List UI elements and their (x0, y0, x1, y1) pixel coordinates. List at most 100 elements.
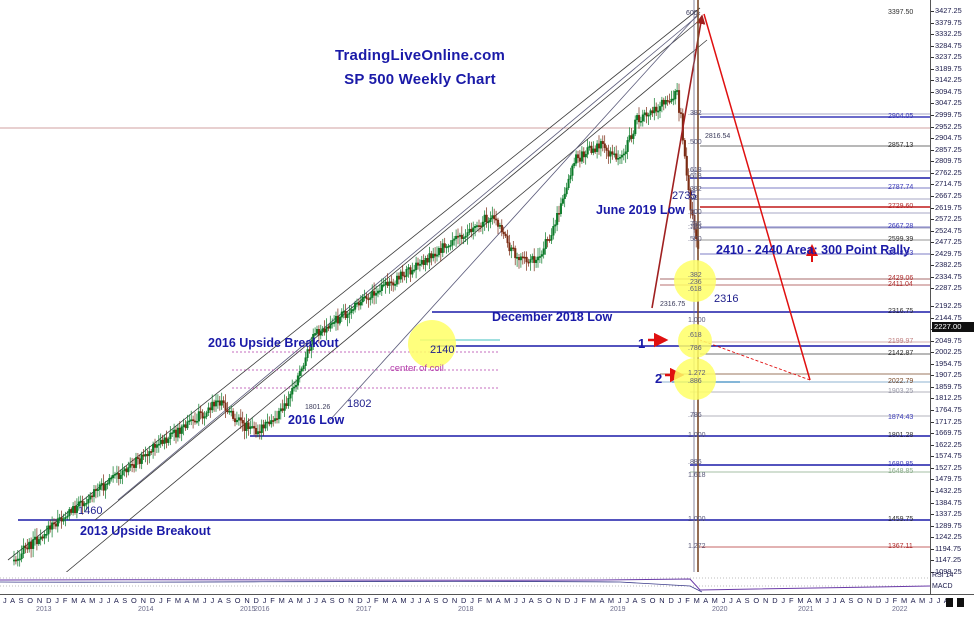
price-tick: 1764.75 (931, 405, 974, 416)
level-value-6: 2599.39 (888, 236, 914, 243)
price-tick: 2382.25 (931, 260, 974, 271)
price-tick: 3237.25 (931, 52, 974, 63)
fib-label-10: .618 (688, 332, 702, 339)
price-tick: 1194.75 (931, 544, 974, 555)
price-tick: 1384.75 (931, 498, 974, 509)
price-tick: 1717.25 (931, 417, 974, 428)
price-axis[interactable]: 3427.25 3379.75 3332.25 3284.75 3237.25 3189.… (930, 0, 974, 594)
legend-swatch-a (946, 598, 953, 607)
year-label-2015: 2015 (240, 606, 256, 613)
fib-label-8: .618 (688, 286, 702, 293)
fib-label-0: .382 (688, 110, 702, 117)
level-value-13: 2022.79 (888, 378, 914, 385)
annotation-value-2316-75: 2316.75 (660, 301, 686, 308)
annotation-value-1802: 1802 (347, 398, 372, 410)
price-tick: 3332.25 (931, 29, 974, 40)
chart-subtitle: SP 500 Weekly Chart (344, 71, 496, 88)
price-tick: 1289.75 (931, 521, 974, 532)
year-label-2017: 2017 (356, 606, 372, 613)
price-tick: 2144.75 (931, 313, 974, 324)
level-value-20: 1367.11 (888, 543, 913, 550)
fib-label-5: .500 (688, 236, 702, 243)
price-tick: 1479.75 (931, 474, 974, 485)
level-value-16: 1801.28 (888, 432, 914, 439)
annotation-value-2140: 2140 (430, 344, 455, 356)
annotation-marker-2: 2 (655, 371, 663, 386)
trend-channel (7, 7, 708, 594)
fib-label-9: 1.000 (688, 317, 706, 324)
annotation-value-1801-26: 1801.26 (305, 404, 331, 411)
year-label-2018: 2018 (458, 606, 474, 613)
indicator-label-box: RSI 14 MACD (930, 570, 974, 594)
annotation-value-1460: 1460 (78, 505, 103, 517)
current-price-badge: 2227.00 (932, 322, 974, 332)
site-title: TradingLiveOnline.com (334, 47, 506, 64)
level-value-14: 1903.25 (888, 388, 914, 395)
price-tick: 1099.25 (931, 567, 974, 578)
price-tick: 3142.25 (931, 75, 974, 86)
annotation-june-2019-low: June 2019 Low (596, 203, 685, 217)
level-value-4: 2729.60 (888, 203, 914, 210)
price-tick: 1574.75 (931, 451, 974, 462)
annotation-value-600: 600 (686, 10, 698, 17)
annotation-value-2316: 2316 (714, 293, 739, 305)
price-tick: 1812.25 (931, 393, 974, 404)
month-tick-row: J A S O N D J F M A M J J A S O N D J F … (3, 596, 950, 605)
price-tick: 2904.75 (931, 133, 974, 144)
price-tick: 1954.75 (931, 359, 974, 370)
rsi-label: RSI 14 (932, 572, 954, 579)
fib-label-18: 1.000 (688, 516, 706, 523)
price-tick: 2572.25 (931, 214, 974, 225)
price-tick: 2714.75 (931, 179, 974, 190)
fib-label-22: .500 (688, 209, 702, 216)
annotation-value-2816-54: 2816.54 (705, 133, 731, 140)
projection-rebound (699, 339, 811, 381)
price-tick: 3047.25 (931, 98, 974, 109)
price-tick: 2477.25 (931, 237, 974, 248)
level-value-15: 1874.43 (888, 414, 914, 421)
price-tick: 3427.25 (931, 6, 974, 17)
level-value-10: 2316.75 (888, 308, 914, 315)
level-value-3: 2787.74 (888, 184, 914, 191)
fib-label-6: .382 (688, 272, 702, 279)
level-value-9: 2411.04 (888, 281, 913, 288)
annotation-value-2735: 2735 (672, 190, 697, 202)
price-chart-plot[interactable]: TradingLiveOnline.com SP 500 Weekly Char… (0, 0, 930, 594)
fib-label-4: .786 (688, 221, 702, 228)
price-tick: 3094.75 (931, 87, 974, 98)
price-tick: 3284.75 (931, 41, 974, 52)
chart-vector-layer (0, 0, 930, 594)
year-label-2014: 2014 (138, 606, 154, 613)
year-label-2022: 2022 (892, 606, 908, 613)
price-tick: 1432.25 (931, 486, 974, 497)
price-tick: 2667.25 (931, 191, 974, 202)
fib-label-7: .236 (688, 279, 702, 286)
fib-label-19: 1.272 (688, 543, 706, 550)
annotation-december-2018-low: December 2018 Low (492, 310, 613, 324)
level-value-0: 3397.50 (888, 9, 914, 16)
price-tick: 2762.25 (931, 168, 974, 179)
level-value-5: 2667.28 (888, 223, 914, 230)
price-tick: 3379.75 (931, 18, 974, 29)
level-value-17: 1680.85 (888, 461, 914, 468)
price-tick: 2999.75 (931, 110, 974, 121)
price-tick: 1669.75 (931, 428, 974, 439)
fib-label-2: .618 (688, 167, 702, 174)
highlight-circle-level-2 (674, 358, 716, 400)
annotation-rally-area: 2410 - 2440 Area: 300 Point Rally (716, 243, 911, 257)
legend-swatch-b (957, 598, 964, 607)
level-value-19: 1459.75 (888, 516, 914, 523)
annotation-center-of-coil: center of coil (390, 363, 444, 374)
annotation-low-2016: 2016 Low (288, 413, 345, 427)
year-label-2021: 2021 (798, 606, 814, 613)
price-tick: 2857.25 (931, 145, 974, 156)
fib-label-14: .786 (688, 412, 702, 419)
annotation-breakout-2016: 2016 Upside Breakout (208, 336, 339, 350)
level-value-2: 2857.13 (888, 142, 914, 149)
level-value-12: 2142.87 (888, 350, 914, 357)
date-axis[interactable]: J A S O N D J F M A M J J A S O N D J F … (0, 594, 974, 617)
fib-label-13: .886 (688, 378, 702, 385)
candlestick-series (12, 83, 700, 567)
annotation-breakout-2013: 2013 Upside Breakout (80, 524, 211, 538)
